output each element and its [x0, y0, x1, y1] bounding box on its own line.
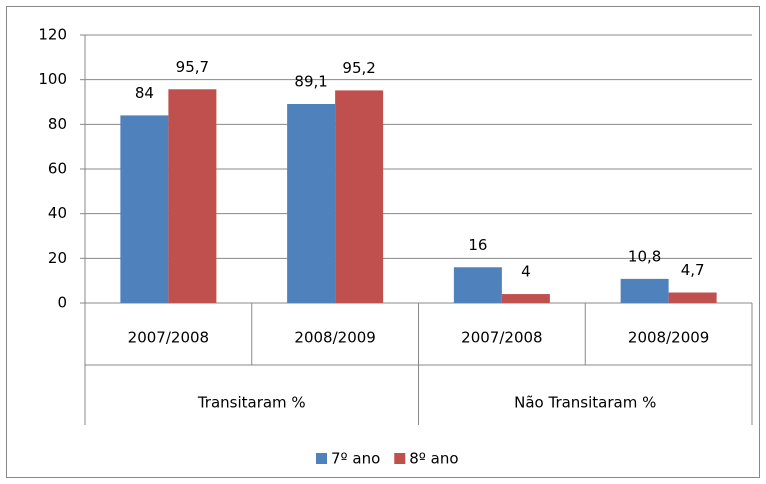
- legend-label: 8º ano: [409, 450, 458, 468]
- y-tick-label: 60: [48, 160, 67, 178]
- value-label: 95,2: [342, 59, 375, 77]
- value-label: 4: [521, 263, 531, 281]
- x-tick-label: 2007/2008: [128, 329, 209, 347]
- bar: [335, 90, 384, 304]
- legend-swatch: [394, 453, 406, 464]
- bar: [453, 267, 502, 303]
- bar: [168, 89, 217, 304]
- bar: [501, 294, 550, 303]
- x-tick-label: 2008/2009: [294, 329, 375, 347]
- value-label: 16: [468, 236, 487, 254]
- y-tick-label: 0: [57, 294, 67, 312]
- legend-label: 7º ano: [331, 450, 380, 468]
- x-tick-label: 2008/2009: [628, 329, 709, 347]
- y-tick-label: 100: [38, 70, 67, 88]
- legend-swatch: [316, 453, 327, 464]
- group-label: Transitaram %: [197, 394, 306, 412]
- x-tick-label: 2007/2008: [461, 329, 542, 347]
- bar: [620, 278, 669, 303]
- value-label: 4,7: [681, 261, 705, 279]
- value-label: 89,1: [294, 73, 327, 91]
- y-tick-label: 20: [48, 249, 67, 267]
- value-label: 10,8: [628, 247, 661, 265]
- value-label: 95,7: [176, 58, 209, 76]
- bar: [287, 104, 336, 303]
- y-tick-label: 120: [38, 26, 67, 44]
- group-label: Não Transitaram %: [514, 394, 656, 412]
- bar: [668, 292, 717, 303]
- value-label: 84: [135, 84, 154, 102]
- bar: [120, 115, 169, 304]
- y-tick-label: 80: [48, 115, 67, 133]
- y-tick-label: 40: [48, 204, 67, 222]
